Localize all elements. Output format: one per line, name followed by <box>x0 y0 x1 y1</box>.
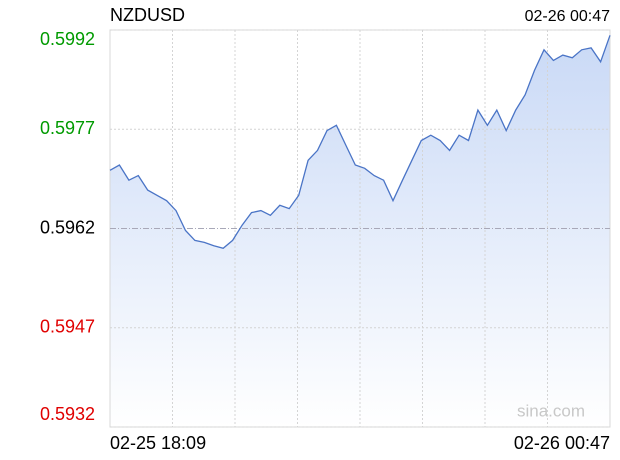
watermark: sina.com <box>517 401 585 420</box>
y-tick-label: 0.5977 <box>40 118 95 138</box>
y-tick-label: 0.5947 <box>40 317 95 337</box>
y-tick-label: 0.5962 <box>40 217 95 237</box>
chart-title: NZDUSD <box>110 5 185 25</box>
y-tick-label: 0.5992 <box>40 29 95 49</box>
x-end-label: 02-26 00:47 <box>514 433 610 453</box>
y-tick-label: 0.5932 <box>40 404 95 424</box>
time-label: 02-26 00:47 <box>525 8 611 25</box>
x-start-label: 02-25 18:09 <box>110 433 206 453</box>
price-line <box>109 35 611 250</box>
